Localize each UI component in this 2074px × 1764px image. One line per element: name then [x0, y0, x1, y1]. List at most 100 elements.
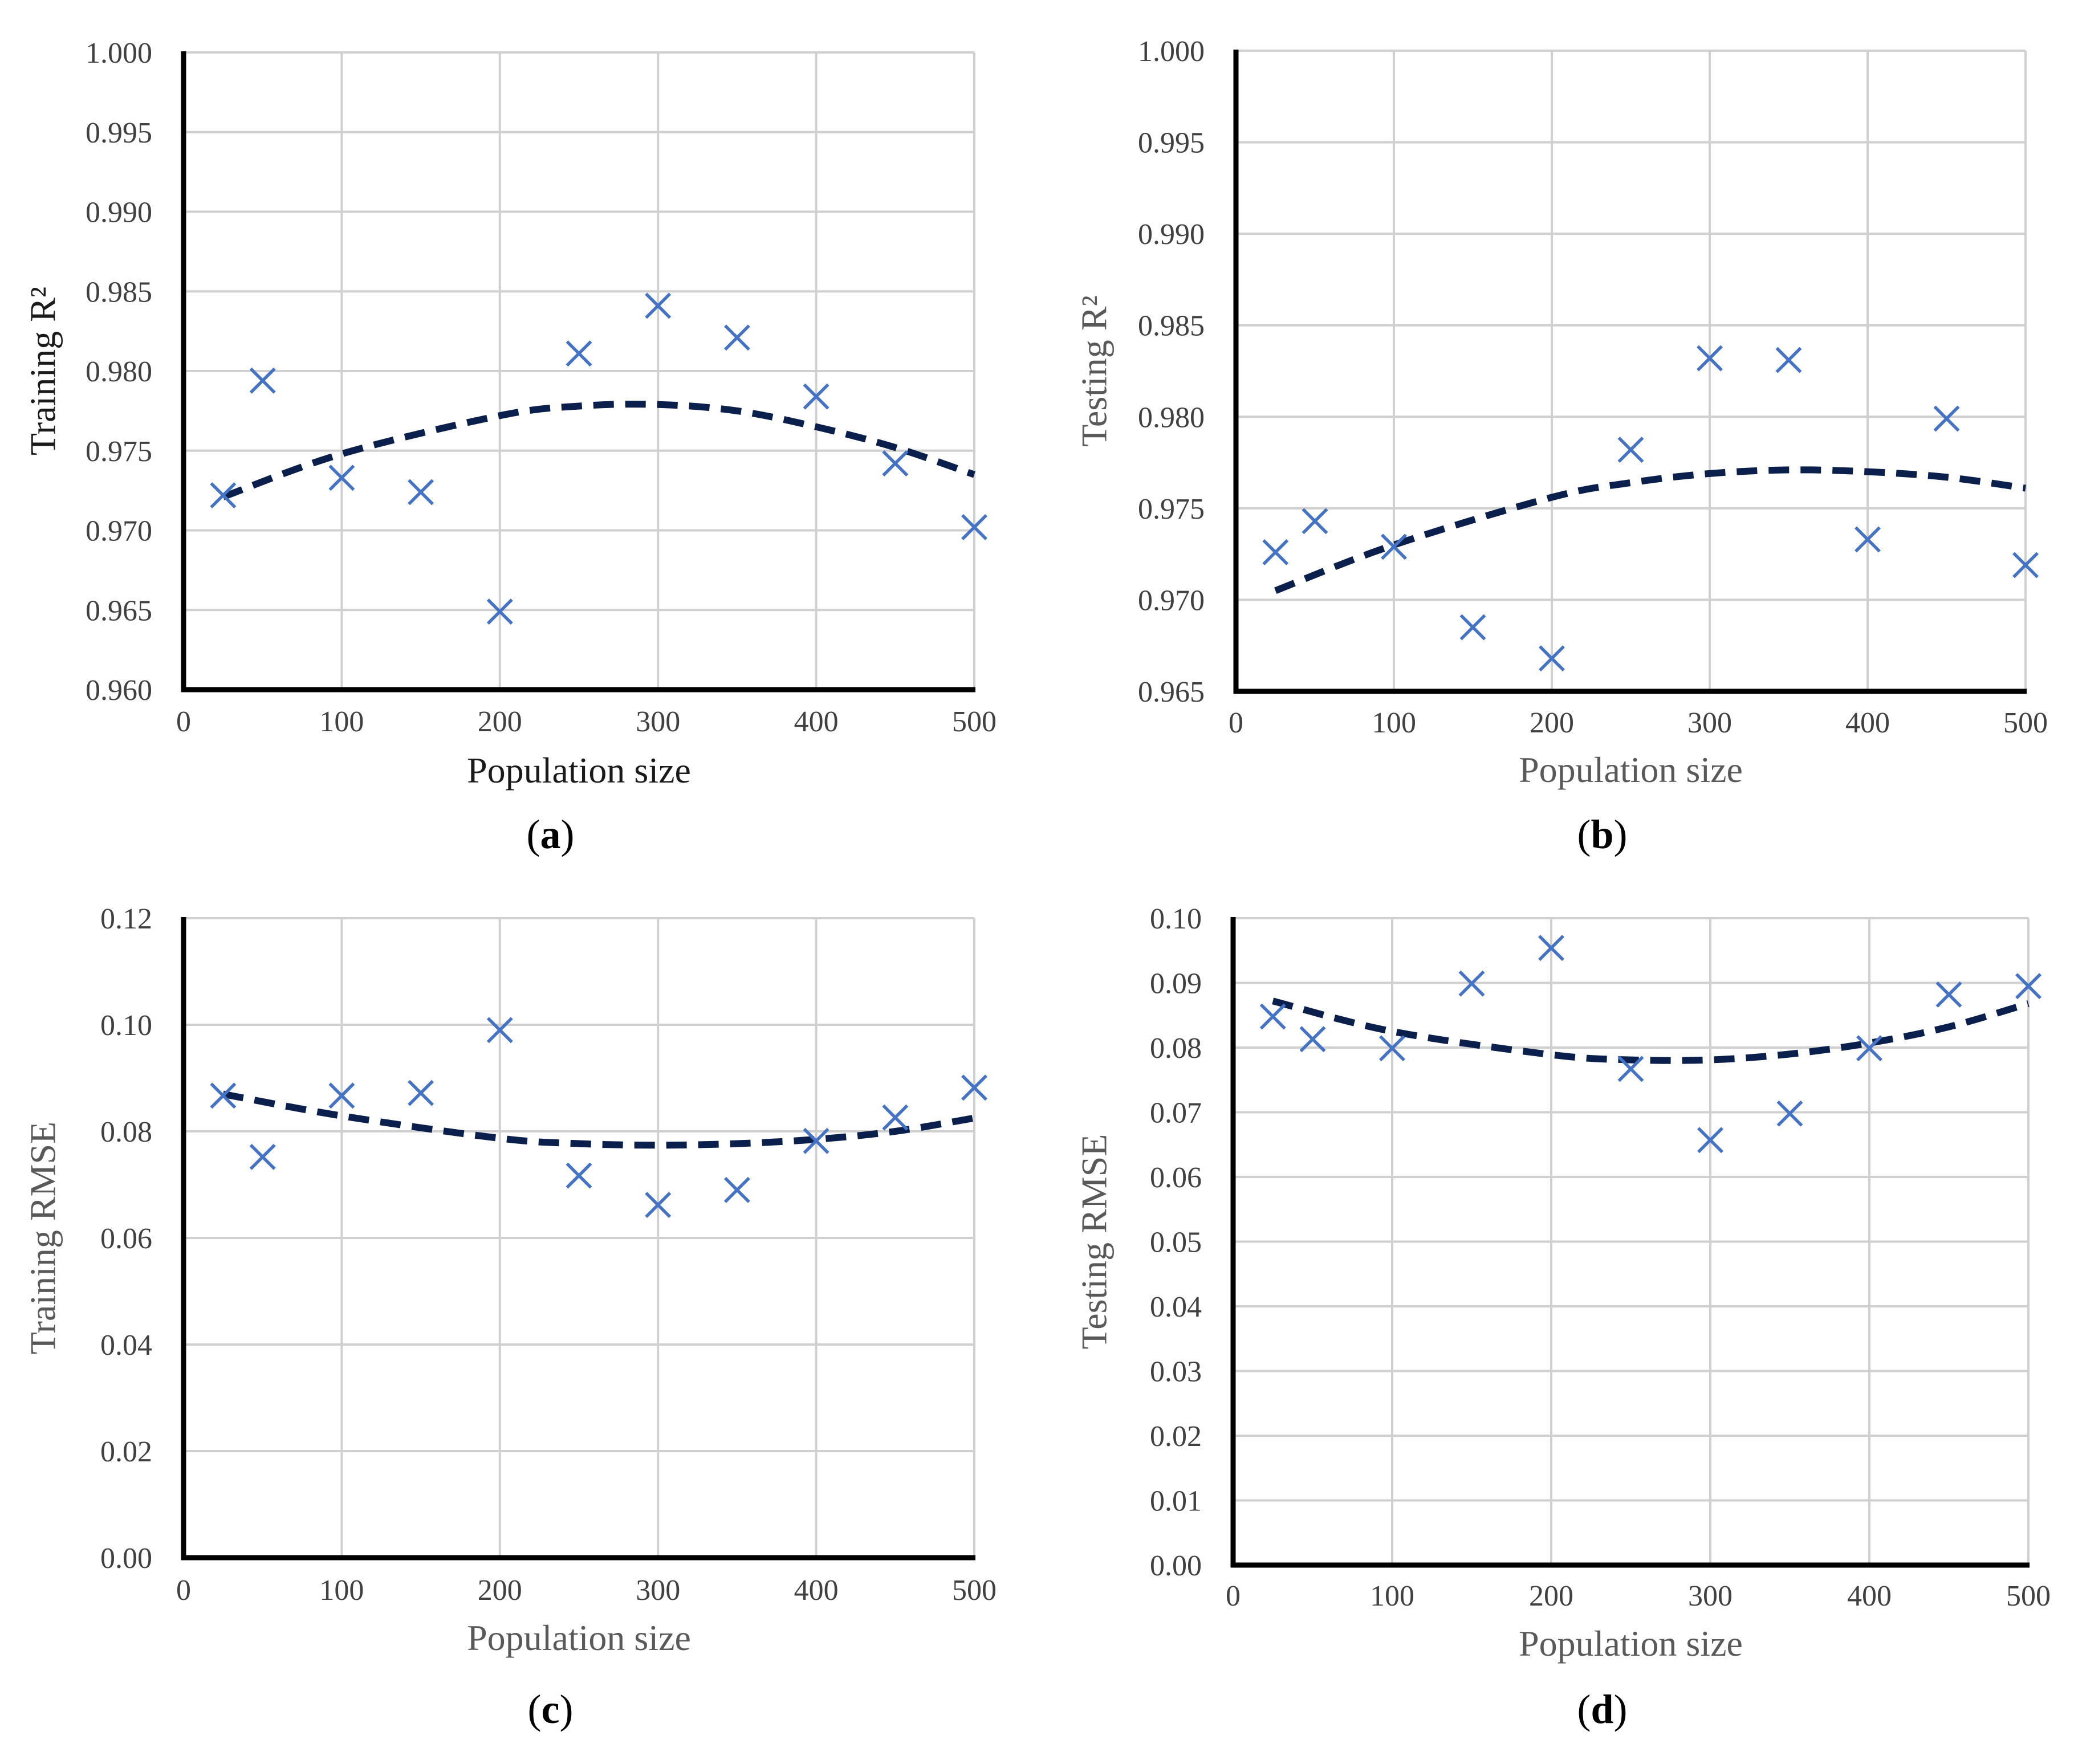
- y-tick-label: 0.985: [1138, 310, 1205, 343]
- x-tick-label: 200: [478, 1574, 522, 1607]
- y-tick-label: 0.10: [100, 1009, 152, 1042]
- data-point: [803, 1127, 829, 1154]
- y-tick-label: 0.975: [1138, 493, 1205, 525]
- y-tick-label: 0.05: [1150, 1227, 1202, 1259]
- data-point: [1697, 345, 1723, 372]
- data-point: [408, 479, 434, 506]
- y-tick-label: 0.02: [1150, 1420, 1202, 1453]
- x-tick-label: 100: [319, 1574, 364, 1607]
- y-tick-label: 0.975: [86, 435, 152, 468]
- data-point: [328, 465, 355, 491]
- x-axis-title: Population size: [1519, 749, 1743, 790]
- y-tick-label: 0.00: [1150, 1550, 1202, 1582]
- panel-label: (a): [527, 812, 575, 857]
- y-tick-label: 0.10: [1150, 903, 1202, 935]
- data-point: [1259, 1003, 1286, 1030]
- x-tick-label: 300: [1688, 1580, 1733, 1612]
- x-axis-title: Population size: [467, 750, 691, 791]
- data-point: [1262, 539, 1289, 565]
- data-point: [1379, 1035, 1405, 1062]
- data-point: [1302, 508, 1328, 535]
- data-point: [1856, 1035, 1882, 1062]
- y-tick-label: 0.965: [86, 594, 152, 627]
- data-point: [2012, 552, 2039, 579]
- data-point: [566, 1162, 592, 1189]
- y-tick-label: 0.04: [1150, 1291, 1202, 1323]
- trendline: [1272, 997, 2030, 1064]
- panel-label: (d): [1577, 1686, 1627, 1732]
- data-point: [961, 1074, 987, 1101]
- x-tick-label: 100: [1370, 1580, 1414, 1612]
- x-tick-label: 300: [636, 1574, 680, 1607]
- y-tick-label: 0.08: [1150, 1032, 1202, 1065]
- chart-panel-d: 0.00 0.01 0.02 0.03 0.04 0.05 0.06 0.07 0.08 0.09…: [1074, 903, 2051, 1732]
- data-point: [1299, 1026, 1326, 1053]
- y-tick-label: 0.02: [100, 1436, 152, 1468]
- data-point: [1458, 970, 1485, 997]
- data-point: [1776, 1100, 1803, 1127]
- data-point: [723, 1176, 750, 1203]
- data-point: [249, 367, 276, 394]
- y-tick-label: 1.000: [86, 37, 152, 70]
- data-point: [1617, 1056, 1644, 1082]
- y-tick-label: 0.08: [100, 1116, 152, 1148]
- trendline: [222, 1090, 975, 1149]
- data-point: [882, 1104, 909, 1131]
- data-point: [1617, 437, 1644, 463]
- data-point: [486, 1017, 513, 1044]
- y-tick-label: 0.990: [1138, 218, 1205, 251]
- y-tick-label: 0.06: [1150, 1162, 1202, 1194]
- x-tick-label: 100: [1372, 707, 1416, 739]
- data-point: [1775, 347, 1802, 373]
- chart-panel-c: 0.00 0.02 0.04 0.06 0.08 0.10 0.12 0 100 200 300 40…: [23, 903, 997, 1732]
- x-tick-label: 0: [1226, 1580, 1241, 1612]
- y-tick-label: 0.01: [1150, 1485, 1202, 1518]
- x-tick-label: 300: [636, 706, 680, 738]
- x-tick-label: 0: [176, 706, 191, 738]
- data-point: [249, 1143, 276, 1170]
- y-axis-title: Testing R²: [1074, 295, 1115, 446]
- data-point: [1459, 614, 1486, 641]
- y-tick-label: 0.03: [1150, 1356, 1202, 1388]
- y-axis-title: Training R²: [23, 287, 63, 455]
- y-tick-label: 0.995: [1138, 127, 1205, 160]
- data-point: [408, 1079, 434, 1106]
- x-tick-label: 400: [794, 1574, 839, 1607]
- x-tick-label: 500: [952, 706, 997, 738]
- y-tick-label: 0.07: [1150, 1097, 1202, 1130]
- x-tick-label: 0: [176, 1574, 191, 1607]
- data-point: [723, 324, 750, 351]
- y-tick-label: 0.04: [100, 1329, 152, 1362]
- x-tick-label: 200: [478, 706, 522, 738]
- x-tick-label: 400: [1845, 707, 1890, 739]
- data-point: [328, 1082, 355, 1109]
- x-tick-label: 500: [2006, 1580, 2051, 1612]
- data-point: [1935, 981, 1962, 1008]
- y-tick-label: 0.965: [1138, 676, 1205, 708]
- data-point: [210, 1082, 237, 1109]
- y-tick-label: 0.980: [86, 356, 152, 388]
- y-axis-title: Training RMSE: [23, 1122, 63, 1354]
- y-tick-label: 0.06: [100, 1223, 152, 1255]
- trendline: [222, 401, 975, 500]
- x-tick-label: 200: [1529, 1580, 1573, 1612]
- y-tick-label: 0.09: [1150, 968, 1202, 1000]
- y-tick-label: 0.960: [86, 674, 152, 707]
- x-tick-label: 0: [1229, 707, 1243, 739]
- y-tick-label: 0.985: [86, 276, 152, 308]
- data-point: [961, 514, 987, 540]
- y-tick-label: 1.000: [1138, 35, 1205, 68]
- y-tick-label: 0.00: [100, 1542, 152, 1575]
- y-tick-label: 0.12: [100, 903, 152, 935]
- x-tick-label: 500: [952, 1574, 997, 1607]
- y-tick-label: 0.990: [86, 197, 152, 229]
- data-point: [1697, 1127, 1723, 1154]
- y-tick-label: 0.995: [86, 117, 152, 149]
- data-point: [2015, 973, 2042, 1000]
- y-axis-title: Testing RMSE: [1074, 1134, 1115, 1350]
- x-tick-label: 300: [1687, 707, 1732, 739]
- x-tick-label: 100: [319, 706, 364, 738]
- x-tick-label: 400: [794, 706, 839, 738]
- x-tick-label: 400: [1847, 1580, 1892, 1612]
